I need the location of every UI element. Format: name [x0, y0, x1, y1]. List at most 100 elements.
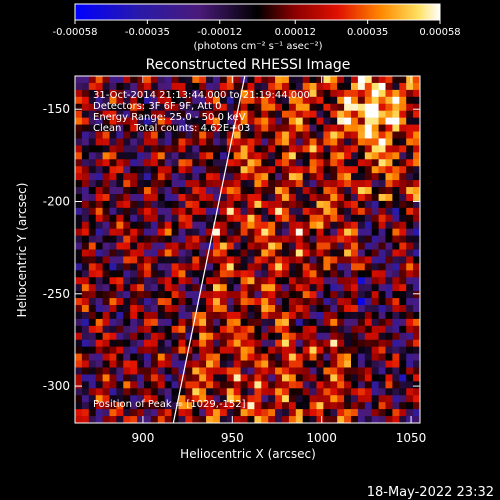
heatmap-cell [123, 346, 131, 354]
heatmap-cell [233, 228, 241, 236]
heatmap-cell [247, 277, 255, 285]
heatmap-cell [123, 402, 131, 410]
heatmap-cell [171, 311, 179, 320]
heatmap-cell [157, 346, 165, 354]
heatmap-cell [268, 388, 276, 396]
heatmap-cell [344, 131, 352, 139]
heatmap-cell [323, 270, 331, 278]
heatmap-cell [130, 277, 138, 285]
heatmap-cell [88, 96, 96, 105]
heatmap-cell [219, 298, 228, 306]
heatmap-cell [75, 152, 83, 160]
heatmap-cell [150, 291, 159, 299]
heatmap-cell [357, 82, 366, 91]
heatmap-cell [88, 152, 96, 160]
heatmap-cell [413, 193, 420, 202]
heatmap-cell [323, 353, 331, 361]
heatmap-cell [268, 395, 276, 403]
heatmap-cell [178, 200, 186, 209]
heatmap-cell [309, 263, 317, 271]
heatmap-cell [323, 360, 331, 368]
heatmap-cell [130, 145, 138, 153]
heatmap-cell [247, 159, 255, 167]
heatmap-cell [247, 207, 255, 216]
heatmap-cell [309, 214, 317, 223]
heatmap-cell [144, 76, 152, 84]
heatmap-cell [226, 159, 234, 167]
heatmap-cell [413, 318, 420, 327]
heatmap-cell [81, 200, 90, 209]
heatmap-cell [399, 138, 407, 146]
heatmap-cell [337, 159, 345, 167]
heatmap-cell [88, 193, 96, 202]
heatmap-cell [399, 110, 407, 118]
heatmap-cell [199, 381, 207, 389]
heatmap-cell [130, 256, 138, 264]
heatmap-cell [81, 311, 90, 320]
heatmap-cell [392, 180, 400, 188]
heatmap-cell [116, 145, 124, 153]
heatmap-cell [75, 180, 83, 188]
heatmap-cell [288, 124, 297, 132]
heatmap-cell [323, 395, 331, 403]
heatmap-cell [116, 311, 124, 320]
heatmap-cell [385, 367, 393, 375]
heatmap-cell [81, 277, 90, 285]
heatmap-cell [323, 228, 331, 236]
heatmap-cell [213, 249, 221, 257]
heatmap-cell [81, 249, 90, 257]
heatmap-cell [206, 284, 214, 292]
heatmap-cell [364, 353, 372, 361]
heatmap-cell [150, 214, 159, 223]
heatmap-cell [385, 270, 393, 278]
heatmap-cell [378, 249, 386, 257]
heatmap-cell [295, 346, 303, 354]
heatmap-cell [316, 325, 324, 334]
heatmap-cell [75, 228, 83, 236]
heatmap-cell [275, 409, 283, 417]
heatmap-cell [192, 249, 200, 257]
heatmap-cell [282, 103, 290, 111]
heatmap-cell [254, 228, 262, 236]
heatmap-cell [206, 138, 214, 146]
heatmap-cell [144, 200, 152, 209]
heatmap-cell [378, 263, 386, 271]
heatmap-cell [123, 145, 131, 153]
heatmap-cell [364, 221, 372, 229]
heatmap-cell [288, 388, 297, 396]
heatmap-cell [330, 388, 338, 396]
heatmap-cell [144, 263, 152, 271]
heatmap-cell [261, 263, 269, 271]
heatmap-cell [316, 173, 324, 181]
heatmap-cell [392, 395, 400, 403]
heatmap-cell [130, 339, 138, 347]
heatmap-cell [95, 395, 103, 403]
heatmap-cell [109, 200, 117, 209]
heatmap-cell [371, 82, 379, 91]
heatmap-cell [130, 235, 138, 243]
heatmap-cell [364, 409, 372, 417]
heatmap-cell [240, 367, 248, 375]
heatmap-cell [247, 180, 255, 188]
heatmap-cell [351, 353, 359, 361]
heatmap-cell [116, 409, 124, 417]
heatmap-cell [144, 284, 152, 292]
heatmap-cell [192, 298, 200, 306]
colorbar-tick-label: -0.00012 [197, 27, 242, 38]
heatmap-cell [192, 263, 200, 271]
heatmap-cell [199, 193, 207, 202]
heatmap-cell [399, 353, 407, 361]
heatmap-cell [364, 381, 372, 389]
heatmap-cell [157, 242, 165, 250]
heatmap-cell [157, 332, 165, 341]
heatmap-cell [130, 166, 138, 174]
heatmap-cell [192, 346, 200, 354]
heatmap-cell [144, 367, 152, 375]
heatmap-cell [275, 214, 283, 223]
heatmap-cell [254, 353, 262, 361]
heatmap-cell [233, 214, 241, 223]
heatmap-cell [233, 180, 241, 188]
heatmap-cell [150, 193, 159, 202]
heatmap-cell [150, 145, 159, 153]
heatmap-cell [282, 298, 290, 306]
